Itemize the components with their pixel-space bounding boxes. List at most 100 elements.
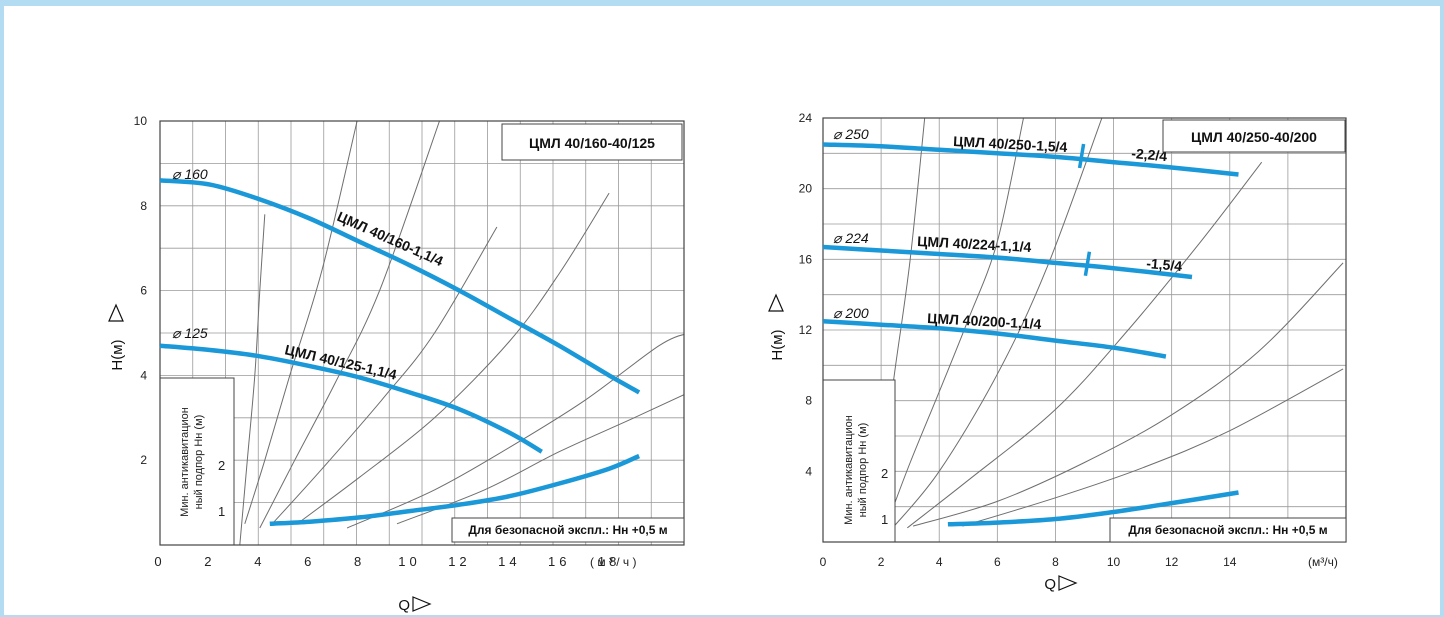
y-tick-label: 6	[140, 284, 147, 298]
x-axis-title: Q	[398, 596, 432, 614]
y-tick-label: 24	[799, 111, 813, 125]
npsh-label-line: Мин. антикавитацион	[843, 415, 855, 525]
y-tick-label: 10	[134, 114, 148, 128]
npsh-curve-right	[947, 490, 1239, 527]
y-axis-title-text: H(м)	[109, 339, 126, 370]
system-curve	[906, 161, 1263, 529]
chart-left: Мин. антикавитацион ный подпор Hн (м)12ЦМ…	[108, 114, 685, 614]
system-curve	[271, 226, 498, 525]
npsh-box-right	[822, 379, 896, 543]
note-box-right	[1109, 517, 1347, 543]
system-curve	[239, 214, 266, 545]
trim-marker	[1077, 143, 1086, 169]
x-tick-label: 4	[254, 554, 265, 569]
y-tick-label: 4	[140, 368, 147, 382]
chart-right: Мин. антикавитацион ный подпор Hн (м)12-2…	[768, 111, 1347, 593]
diameter-label: ⌀ 250	[833, 126, 869, 142]
y-tick-label: 12	[799, 323, 813, 337]
trim-marker	[1083, 251, 1092, 277]
npsh-tick-label: 2	[881, 466, 888, 481]
diameter-label: ⌀ 224	[833, 230, 869, 246]
chart-title: ЦМЛ 40/250-40/200	[1191, 129, 1317, 145]
npsh-label-line: Мин. антикавитацион	[179, 407, 191, 517]
pump-curve-0	[822, 142, 1239, 177]
x-tick-label: 16	[548, 554, 570, 569]
split-label: -2,2/4	[1131, 145, 1168, 164]
system-curve	[396, 394, 684, 525]
x-tick-label: 10	[1107, 555, 1121, 569]
label-pump-200: ЦМЛ 40/200-1,1/4	[927, 310, 1042, 332]
x-axis-arrow-icon	[1058, 575, 1078, 591]
pump-curve-2	[822, 318, 1167, 359]
x-tick-label: 14	[498, 554, 520, 569]
x-axis-title: Q	[1044, 575, 1078, 593]
x-tick-label: 2	[878, 555, 885, 569]
x-tick-label: 12	[448, 554, 470, 569]
pump-curve-0	[159, 178, 641, 395]
npsh-label-line: ный подпор Hн (м)	[857, 423, 869, 518]
x-tick-label: 2	[204, 554, 215, 569]
y-tick-label: 16	[799, 252, 813, 266]
system-curves-right	[869, 118, 1344, 542]
system-curve	[259, 121, 440, 529]
y-axis-title-text: H(м)	[769, 329, 786, 360]
diameter-label: ⌀ 200	[833, 305, 869, 321]
safety-note: Для безопасной экспл.: Hн +0,5 м	[468, 523, 667, 537]
y-axis-title: H(м)	[108, 303, 126, 371]
x-tick-label: 12	[1165, 555, 1179, 569]
x-tick-label: 8	[1052, 555, 1059, 569]
system-curve	[912, 262, 1344, 527]
x-tick-label: 10	[398, 554, 420, 569]
chart-title: ЦМЛ 40/160-40/125	[529, 135, 655, 151]
y-tick-label: 4	[805, 464, 812, 478]
system-curve	[346, 333, 684, 529]
npsh-tick-label: 2	[218, 458, 225, 473]
x-axis-title-text: Q	[398, 597, 410, 614]
system-curve	[244, 121, 358, 524]
diameter-label: ⌀ 160	[172, 166, 208, 182]
npsh-tick-label: 1	[881, 512, 888, 527]
y-axis-title: H(м)	[768, 293, 786, 361]
title-box-right	[1162, 119, 1346, 153]
diameter-label: ⌀ 125	[172, 325, 208, 341]
y-tick-label: 8	[805, 394, 812, 408]
x-axis-title-text: Q	[1044, 576, 1056, 593]
x-tick-label: 0	[154, 554, 165, 569]
x-tick-label: 6	[994, 555, 1001, 569]
x-unit-label: (м³/ч)	[1308, 555, 1338, 569]
x-axis-arrow-icon	[412, 596, 432, 612]
y-tick-label: 8	[140, 199, 147, 213]
y-axis-arrow-icon	[108, 303, 124, 322]
x-tick-label: 14	[1223, 555, 1237, 569]
safety-note: Для безопасной экспл.: Hн +0,5 м	[1128, 523, 1327, 537]
label-pump-250: ЦМЛ 40/250-1,5/4	[953, 133, 1068, 155]
x-tick-label: 4	[936, 555, 943, 569]
npsh-tick-label: 1	[218, 504, 225, 519]
x-tick-label: 6	[304, 554, 315, 569]
system-curve	[962, 368, 1344, 527]
y-tick-label: 20	[799, 182, 813, 196]
system-curve	[892, 118, 1103, 529]
x-tick-label: 0	[820, 555, 827, 569]
pump-curve-1	[822, 244, 1193, 280]
npsh-label-line: ный подпор Hн (м)	[193, 415, 205, 510]
y-tick-label: 2	[140, 453, 147, 467]
plot-area-right	[822, 117, 1347, 543]
y-axis-arrow-icon	[768, 293, 784, 312]
system-curve	[296, 192, 610, 525]
npsh-axis-label: Мин. антикавитацион ный подпор Hн (м)	[179, 407, 205, 517]
title-box-left	[501, 123, 683, 161]
pump-curve-1	[159, 343, 543, 454]
label-pump-224: ЦМЛ 40/224-1,1/4	[917, 233, 1032, 255]
system-curve	[886, 118, 1024, 525]
note-box-left	[451, 517, 685, 543]
npsh-axis-label: Мин. антикавитацион ный подпор Hн (м)	[843, 415, 869, 525]
grid-left	[160, 121, 684, 545]
x-unit-label: ( м ³ / ч )	[590, 555, 637, 569]
grid-right	[823, 118, 1346, 542]
split-label: -1,5/4	[1146, 255, 1183, 274]
npsh-curve-left	[269, 453, 640, 527]
x-tick-label: 18	[598, 554, 620, 569]
x-tick-label: 8	[354, 554, 365, 569]
